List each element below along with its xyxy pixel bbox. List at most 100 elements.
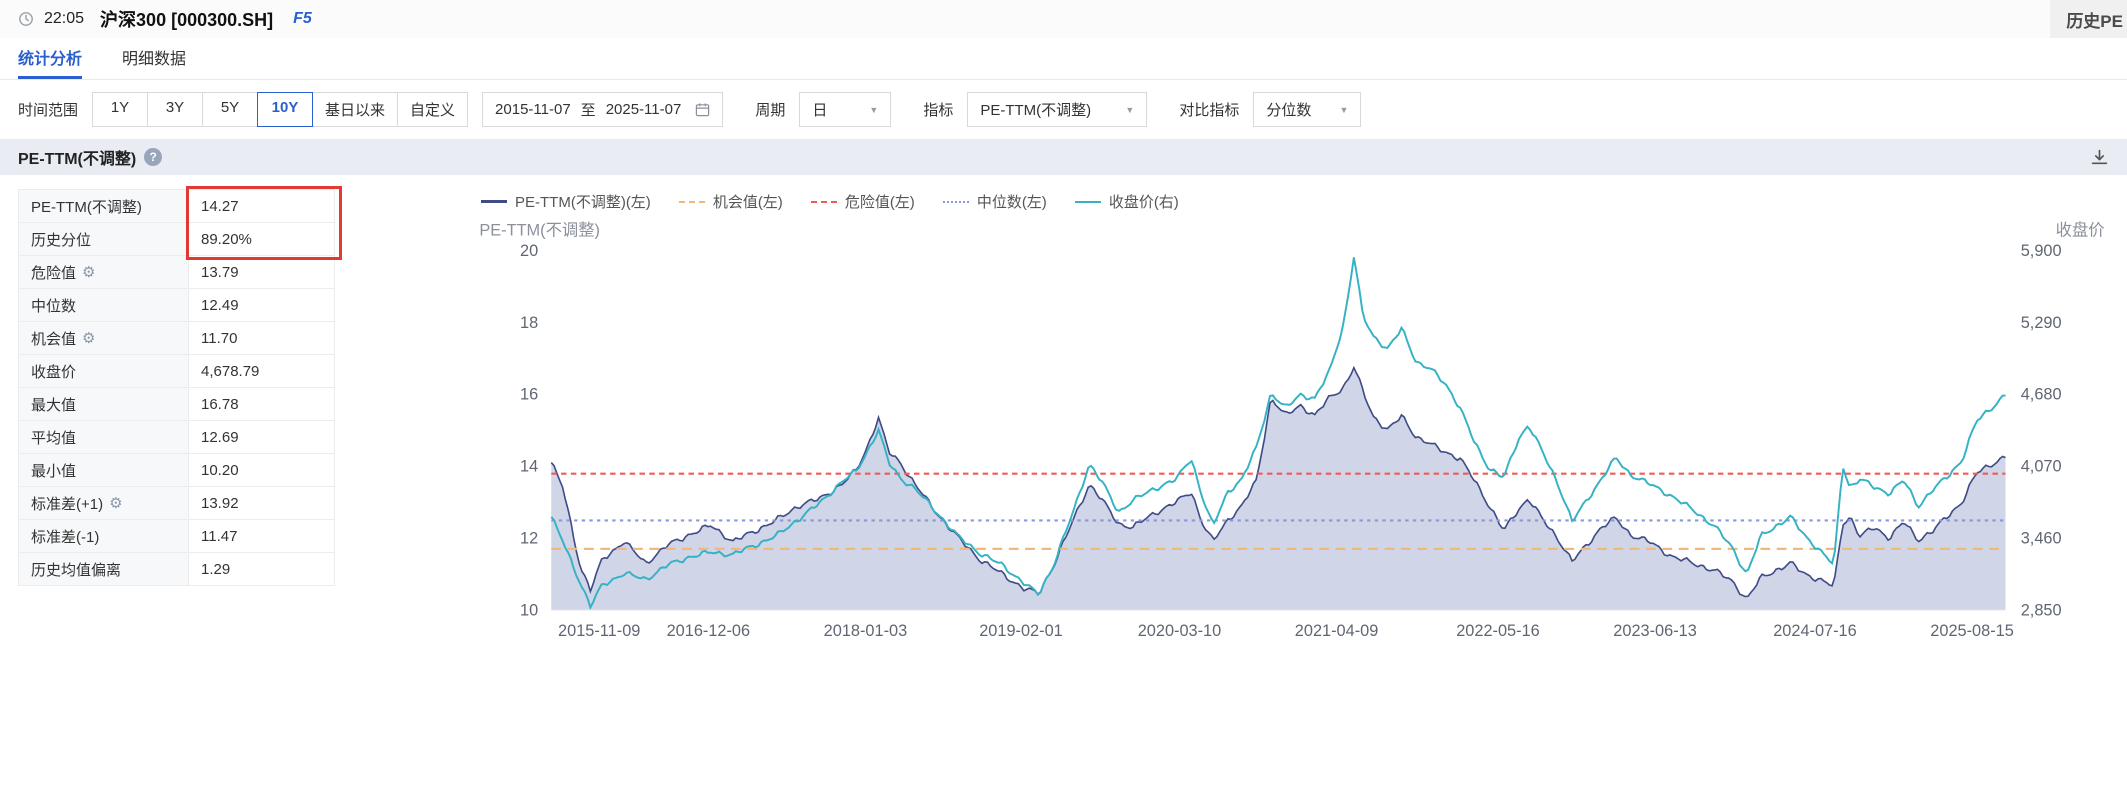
legend-label: 收盘价(右) [1108,194,1179,211]
legend-item[interactable]: 中位数(左) [942,191,1047,212]
table-row: 中位数 12.49 [18,289,335,322]
pe-area [551,367,2006,610]
tab-detail-data[interactable]: 明细数据 [122,51,187,68]
legend-label: 机会值(左) [712,194,783,211]
x-axis-tick: 2022-05-16 [1456,622,1540,640]
stat-value: 1.29 [189,553,335,585]
left-axis-tick: 16 [520,386,538,404]
legend-item[interactable]: 收盘价(右) [1074,191,1179,212]
range-button-3Y[interactable]: 3Y [147,92,204,127]
date-start: 2015-11-07 [495,101,571,118]
date-separator: 至 [580,102,596,119]
download-icon[interactable] [2090,148,2109,167]
x-axis-tick: 2016-12-06 [667,622,751,640]
tab-bar: 统计分析 明细数据 [0,38,2127,80]
pe-line [550,365,2006,598]
legend-marker-icon [481,200,507,203]
stat-label: 机会值 ⚙ [18,322,189,354]
gear-icon[interactable]: ⚙ [82,330,96,347]
table-row: 标准差(-1) 11.47 [18,520,335,553]
left-axis-tick: 18 [520,314,538,332]
chevron-down-icon: ▼ [869,104,879,115]
left-axis-tick: 12 [520,530,538,548]
range-button-1Y[interactable]: 1Y [92,92,149,127]
section-header: PE-TTM(不调整) ? [0,139,2127,175]
indicator-value: PE-TTM(不调整) [980,102,1092,119]
legend-marker-icon [810,200,837,203]
stat-label: 标准差(+1) ⚙ [18,487,189,519]
stat-value: 12.49 [189,289,335,321]
stat-value: 89.20% [189,223,335,255]
history-pe-label: 历史PE [2050,0,2127,38]
range-button-自定义[interactable]: 自定义 [397,92,469,127]
main-content: PE-TTM(不调整) 14.27 历史分位 89.20% 危险值 ⚙ 13.79 中位数 12… [0,175,2127,656]
stat-label: 收盘价 [18,355,189,387]
tab-statistical-analysis[interactable]: 统计分析 [18,38,83,79]
date-end: 2025-11-07 [605,101,682,118]
range-button-5Y[interactable]: 5Y [202,92,259,127]
stat-value: 12.69 [189,421,335,453]
close-price-line [550,257,2006,611]
left-axis-tick: 10 [520,601,538,619]
table-row: 最小值 10.20 [18,454,335,487]
table-row: 危险值 ⚙ 13.79 [18,256,335,289]
period-label: 周期 [755,102,786,119]
refresh-shortcut: F5 [293,10,312,27]
indicator-label: 指标 [923,102,954,119]
x-axis-tick: 2024-07-16 [1773,622,1857,640]
pe-ttm-chart[interactable]: PE-TTM(不调整) 收盘价 20 18 16 14 12 10 5,900 5,290 4,68… [475,220,2109,656]
x-axis-tick: 2020-03-10 [1138,622,1222,640]
period-value: 日 [812,102,828,119]
legend-marker-icon [1074,200,1101,203]
left-axis-tick: 14 [520,458,538,476]
table-row: 最大值 16.78 [18,388,335,421]
filter-bar: 时间范围 1Y 3Y 5Y 10Y 基日以来 自定义 2015-11-07 至 2025-… [0,80,2127,139]
legend-label: 危险值(左) [844,194,915,211]
right-axis-tick: 2,850 [2021,601,2062,619]
compare-select[interactable]: 分位数 ▼ [1253,92,1362,127]
right-axis-title: 收盘价 [2056,220,2105,239]
help-icon[interactable]: ? [144,148,163,166]
date-range-picker[interactable]: 2015-11-07 至 2025-11-07 [482,92,724,127]
legend-label: 中位数(左) [976,194,1047,211]
stat-label: 最大值 [18,388,189,420]
stats-table: PE-TTM(不调整) 14.27 历史分位 89.20% 危险值 ⚙ 13.79 中位数 12… [18,186,342,656]
chevron-down-icon: ▼ [1125,104,1135,115]
range-button-基日以来[interactable]: 基日以来 [312,92,399,127]
stat-value: 4,678.79 [189,355,335,387]
page-title: 沪深300 [000300.SH] [100,10,274,30]
stat-label: 历史均值偏离 [18,553,189,585]
legend-item[interactable]: 机会值(左) [678,191,783,212]
x-axis-tick: 2018-01-03 [824,622,908,640]
range-button-10Y[interactable]: 10Y [257,92,314,127]
period-select[interactable]: 日 ▼ [799,92,892,127]
right-axis-tick: 5,290 [2021,314,2062,332]
left-axis-title: PE-TTM(不调整) [479,221,600,239]
x-axis-tick: 2019-02-01 [979,622,1063,640]
legend-marker-icon [678,200,705,203]
right-axis-tick: 5,900 [2021,242,2062,260]
gear-icon[interactable]: ⚙ [82,264,96,281]
range-button-group: 1Y 3Y 5Y 10Y 基日以来 自定义 [92,92,469,127]
legend-marker-icon [942,200,969,203]
stat-label: PE-TTM(不调整) [18,190,189,222]
legend-item[interactable]: PE-TTM(不调整)(左) [481,191,651,212]
right-axis-tick: 4,070 [2021,458,2062,476]
compare-value: 分位数 [1266,102,1312,119]
calendar-icon[interactable] [695,102,710,117]
x-axis-tick: 2015-11-09 [558,622,640,640]
x-axis-tick: 2023-06-13 [1613,622,1697,640]
table-row: 收盘价 4,678.79 [18,355,335,388]
table-row: 历史分位 89.20% [18,223,335,256]
stat-value: 11.47 [189,520,335,552]
stat-value: 11.70 [189,322,335,354]
indicator-select[interactable]: PE-TTM(不调整) ▼ [967,92,1148,127]
top-bar: 22:05 沪深300 [000300.SH] F5 历史PE [0,0,2127,38]
gear-icon[interactable]: ⚙ [109,495,123,512]
x-axis-tick: 2021-04-09 [1295,622,1379,640]
table-row: 机会值 ⚙ 11.70 [18,322,335,355]
clock-icon [18,11,34,27]
stat-label: 标准差(-1) [18,520,189,552]
legend-item[interactable]: 危险值(左) [810,191,915,212]
x-axis-tick: 2025-08-15 [1930,622,2014,640]
